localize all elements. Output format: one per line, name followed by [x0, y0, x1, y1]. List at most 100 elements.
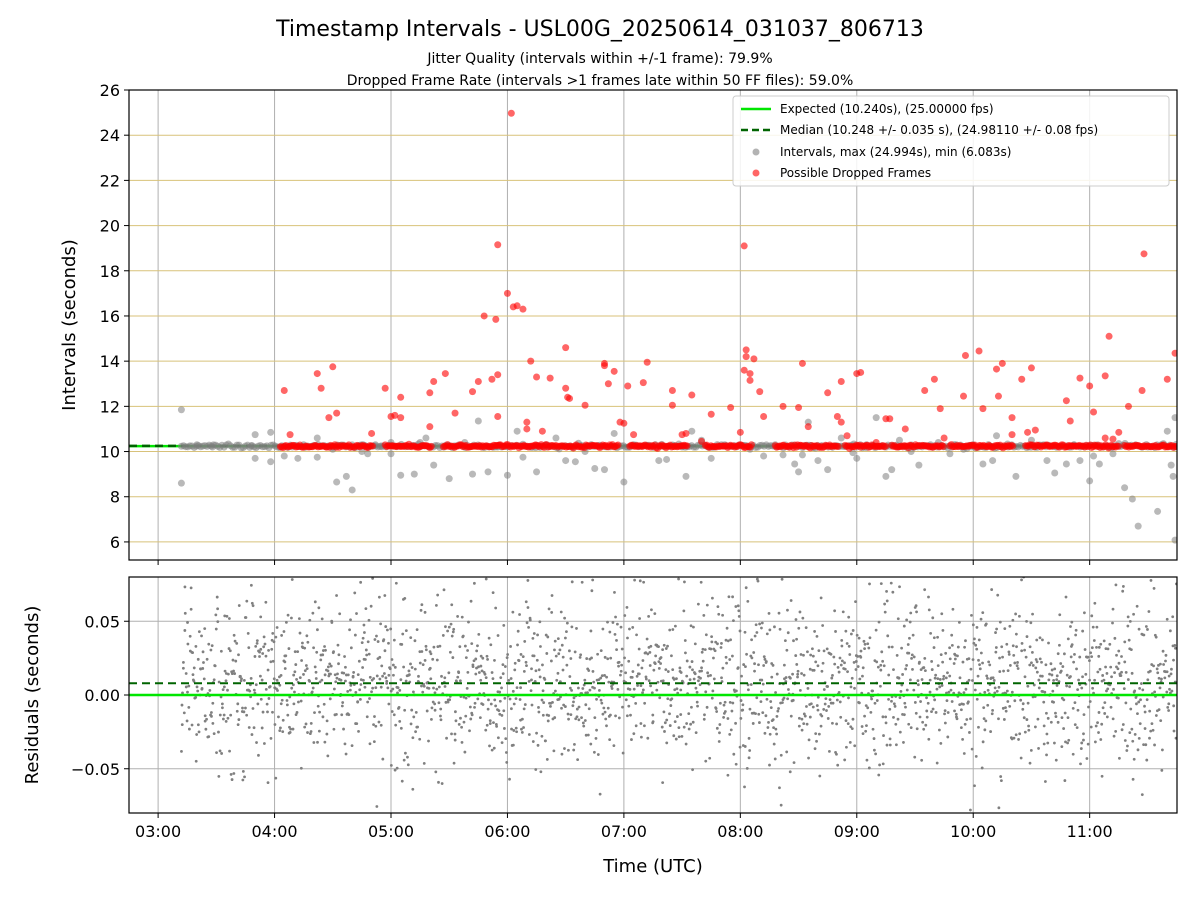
residual-point: [1167, 702, 1171, 706]
residual-point: [818, 774, 822, 778]
residual-point: [806, 650, 809, 654]
residual-point: [800, 717, 804, 721]
residual-point: [1146, 628, 1149, 631]
residual-point: [1111, 621, 1114, 625]
residual-point: [313, 711, 316, 715]
residual-point: [320, 678, 324, 682]
residual-point: [414, 710, 418, 714]
residual-point: [668, 628, 672, 632]
residual-point: [269, 660, 273, 664]
residual-point: [387, 673, 391, 677]
residual-point: [923, 656, 927, 660]
residual-point: [741, 703, 745, 707]
residual-point: [581, 687, 585, 690]
residual-point: [883, 610, 887, 614]
residual-point: [753, 662, 756, 666]
residual-point: [1115, 665, 1118, 669]
residual-point: [887, 673, 891, 677]
residual-point: [904, 667, 908, 671]
residual-point: [232, 772, 236, 775]
residual-point: [297, 700, 300, 704]
residual-point: [608, 630, 612, 634]
residual-point: [1024, 655, 1028, 659]
residual-point: [443, 676, 447, 680]
residual-point: [294, 663, 298, 666]
residual-point: [527, 733, 531, 736]
residual-point: [330, 621, 334, 624]
residuals-points: [180, 577, 1177, 812]
residual-point: [319, 658, 323, 662]
residual-point: [266, 668, 270, 672]
residual-point: [984, 622, 988, 626]
residual-point: [1102, 678, 1106, 682]
residual-point: [386, 686, 390, 690]
residual-point: [1073, 723, 1077, 727]
residual-point: [986, 676, 989, 680]
residual-point: [695, 700, 699, 704]
residual-point: [609, 713, 612, 717]
interval-point: [571, 458, 579, 466]
residual-point: [489, 643, 493, 647]
residual-point: [441, 634, 445, 637]
residual-point: [420, 603, 424, 607]
residual-point: [942, 674, 946, 678]
residual-point: [400, 779, 404, 783]
residual-point: [828, 698, 832, 702]
residual-point: [1120, 655, 1123, 658]
residual-point: [518, 698, 522, 701]
residual-point: [222, 685, 226, 689]
residual-point: [486, 657, 489, 661]
residual-point: [599, 676, 603, 680]
residual-point: [348, 688, 352, 692]
residual-point: [317, 606, 321, 610]
residual-point: [764, 714, 768, 718]
residual-point: [1150, 722, 1154, 725]
residual-point: [227, 647, 231, 650]
residual-point: [761, 682, 765, 686]
residual-point: [258, 674, 262, 678]
residual-point: [821, 661, 825, 665]
residual-point: [494, 704, 498, 708]
residual-point: [1125, 749, 1129, 752]
residual-point: [568, 675, 572, 678]
residual-point: [200, 634, 203, 638]
residual-point: [881, 762, 885, 766]
interval-point: [915, 461, 923, 469]
residual-point: [1016, 667, 1020, 670]
residual-point: [685, 722, 689, 725]
dropped-frame-point: [1101, 434, 1109, 442]
residual-point: [459, 716, 462, 720]
interval-point: [247, 442, 255, 450]
residual-point: [299, 699, 303, 703]
residual-point: [661, 781, 665, 785]
residual-point: [432, 645, 436, 649]
residual-point: [1127, 638, 1131, 642]
residual-point: [1086, 742, 1090, 746]
dropped-frame-point: [857, 368, 865, 376]
residual-point: [861, 666, 865, 670]
dropped-frame-point: [430, 377, 438, 385]
residual-point: [1129, 707, 1133, 711]
residual-point: [946, 671, 949, 675]
dropped-frame-point: [317, 384, 325, 392]
residual-point: [892, 715, 895, 719]
residual-point: [794, 654, 798, 657]
dropped-frame-point: [562, 344, 570, 352]
interval-point: [1090, 452, 1098, 460]
residual-point: [570, 688, 573, 692]
residual-point: [759, 690, 763, 694]
residual-point: [816, 664, 820, 668]
residual-point: [222, 713, 226, 717]
residual-point: [666, 670, 670, 673]
residual-point: [948, 674, 952, 678]
residual-point: [1085, 757, 1089, 760]
residual-point: [318, 710, 321, 714]
residual-point: [1053, 741, 1056, 745]
residual-point: [429, 652, 433, 656]
residual-point: [393, 665, 397, 669]
residual-point: [241, 778, 245, 782]
residual-point: [584, 733, 588, 737]
residual-point: [890, 645, 894, 649]
residual-point: [768, 732, 772, 736]
residual-point: [304, 722, 308, 726]
